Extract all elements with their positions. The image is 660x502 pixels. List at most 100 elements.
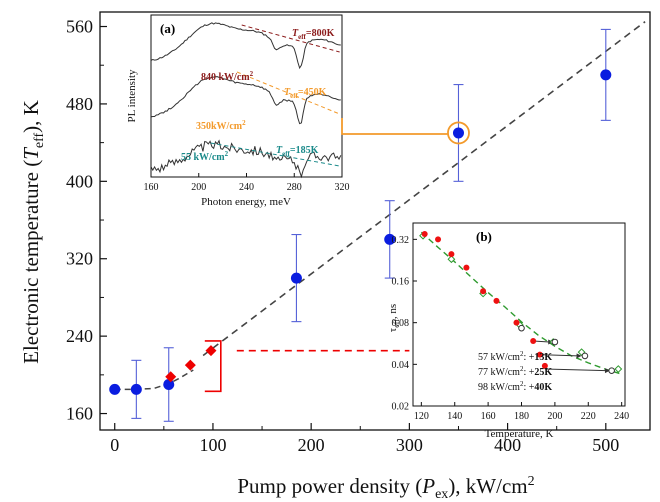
inset-b-y-label: τeff, ns (387, 304, 401, 332)
inset-a: 160 200 240 280 320 (a) Photon energy, meV P… (126, 14, 350, 208)
inset-a-x-tick-label: 160 (144, 182, 159, 193)
spectrum-label-840: 840 kW/cm2 (201, 70, 254, 83)
inset-b-points (419, 230, 623, 374)
inset-b-x-ticks: 120 140 160 180 200 220 240 (414, 402, 629, 422)
inset-b-red-point (493, 297, 500, 304)
y-axis-label: Electronic temperature (Teff), K (19, 100, 47, 364)
inset-a-x-tick-label: 320 (335, 182, 350, 193)
y-tick-label: 320 (66, 249, 93, 269)
inset-b-x-tick-label: 140 (447, 411, 462, 422)
main-plot-frame (99, 11, 651, 431)
fit-line-dashed (202, 21, 646, 357)
x-tick-label: 400 (494, 435, 521, 455)
x-axis-ticks: 0 100 200 300 400 500 (110, 423, 619, 455)
connector-line (341, 118, 448, 135)
inset-b-annotation-57: 57 kW/cm2: +13K (478, 350, 552, 363)
inset-b-red-point (448, 251, 455, 258)
inset-a-x-label: Photon energy, meV (201, 196, 291, 208)
inset-b-label: (b) (476, 229, 492, 244)
inset-a-y-label: PL intensity (126, 69, 138, 123)
fit-dash-450 (236, 71, 340, 115)
y-tick-label: 480 (66, 94, 93, 114)
inset-b-green-curve (420, 231, 622, 375)
inset-b-x-tick-label: 220 (581, 411, 596, 422)
red-bracket (204, 340, 222, 393)
data-points (109, 69, 612, 395)
x-tick-label: 0 (110, 435, 119, 455)
inset-b-y-tick-label: 0.04 (392, 360, 410, 371)
inset-b-frame (412, 222, 626, 407)
inset-b-arrow-line (544, 368, 606, 372)
x-tick-label: 100 (199, 435, 226, 455)
inset-b-red-point (480, 288, 487, 295)
x-axis-label: Pump power density (Pex), kW/cm2 (237, 474, 534, 502)
inset-b-open-point (518, 324, 525, 332)
inset-b-y-tick-label: 0.16 (392, 277, 410, 288)
inset-a-spectra (150, 22, 342, 179)
x-tick-label: 200 (298, 435, 325, 455)
inset-b-green-point (614, 365, 623, 373)
data-point-circle (384, 233, 396, 245)
inset-a-x-tick-label: 240 (239, 182, 254, 193)
inset-b-open-point (551, 338, 559, 346)
inset-b-x-label: Temperature, K (485, 428, 554, 440)
inset-b-x-tick-label: 160 (481, 411, 496, 422)
data-point-diamond (165, 371, 177, 383)
spectrum-350 (150, 76, 341, 125)
inset-b-x-tick-label: 180 (514, 411, 529, 422)
teff-label-185: Teff=185K (276, 145, 319, 158)
inset-b-x-tick-label: 120 (414, 411, 429, 422)
highlight-ring (447, 121, 470, 145)
inset-a-label: (a) (160, 21, 175, 36)
spectrum-label-55: 55 kW/cm2 (181, 150, 229, 163)
y-axis-ticks: 160 240 320 400 480 560 (66, 17, 107, 424)
data-point-diamond (205, 345, 217, 357)
inset-b-red-point (421, 230, 428, 237)
inset-b-red-point (541, 362, 548, 369)
y-tick-label: 560 (66, 17, 93, 37)
inset-b-y-ticks: 0.02 0.04 0.08 0.16 0.32 (392, 235, 417, 413)
inset-b-annotation-77: 77 kW/cm2: +25K (478, 365, 552, 378)
inset-b-y-tick-label: 0.32 (392, 235, 410, 246)
bracket-layer (204, 340, 410, 393)
inset-b-red-point (530, 337, 537, 344)
inset-b-background (413, 223, 625, 406)
inset-b-arrow-head (604, 368, 610, 374)
inset-a-x-ticks: 160 200 240 280 320 (144, 173, 350, 193)
teff-label-800: Teff=800K (292, 28, 335, 41)
inset-b-fit-curve (420, 231, 622, 375)
inset-b-red-point (536, 351, 543, 358)
inset-b-open-point (581, 352, 589, 360)
inset-b-open-point (608, 367, 615, 374)
fit-dash-800 (241, 24, 340, 53)
data-point-circle (290, 272, 302, 284)
x-tick-label: 300 (396, 435, 423, 455)
inset-b-red-point (513, 319, 520, 326)
data-point-circle (163, 379, 175, 391)
fit-curve-low (114, 369, 194, 391)
inset-a-connector (341, 118, 470, 145)
inset-b-y-tick-label: 0.02 (392, 402, 410, 413)
main-plot: 0 100 200 300 400 500 160 240 320 400 480 560 Pump… (19, 11, 651, 502)
y-tick-label: 240 (66, 326, 93, 346)
data-point-circle (109, 383, 121, 395)
data-point-circle (452, 127, 464, 139)
inset-a-x-tick-label: 200 (191, 182, 206, 193)
spectrum-55 (150, 139, 342, 179)
inset-b: 120 140 160 180 200 220 240 0.020.040.080.160.… (387, 222, 629, 440)
fit-dash-185 (210, 142, 340, 167)
data-point-diamond (184, 359, 196, 371)
y-tick-label: 400 (66, 171, 93, 191)
inset-b-red-point (435, 236, 442, 243)
x-tick-label: 500 (592, 435, 619, 455)
inset-b-arrow-head (576, 353, 582, 359)
inset-b-red-point (463, 264, 470, 271)
inset-b-x-tick-label: 200 (547, 411, 562, 422)
inset-b-green-point (447, 255, 456, 264)
fit-layer (114, 21, 646, 391)
inset-b-arrow-line (539, 354, 578, 357)
inset-a-x-tick-label: 280 (287, 182, 302, 193)
teff-label-450: Teff=450K (284, 87, 327, 100)
data-point-circle (600, 69, 612, 81)
